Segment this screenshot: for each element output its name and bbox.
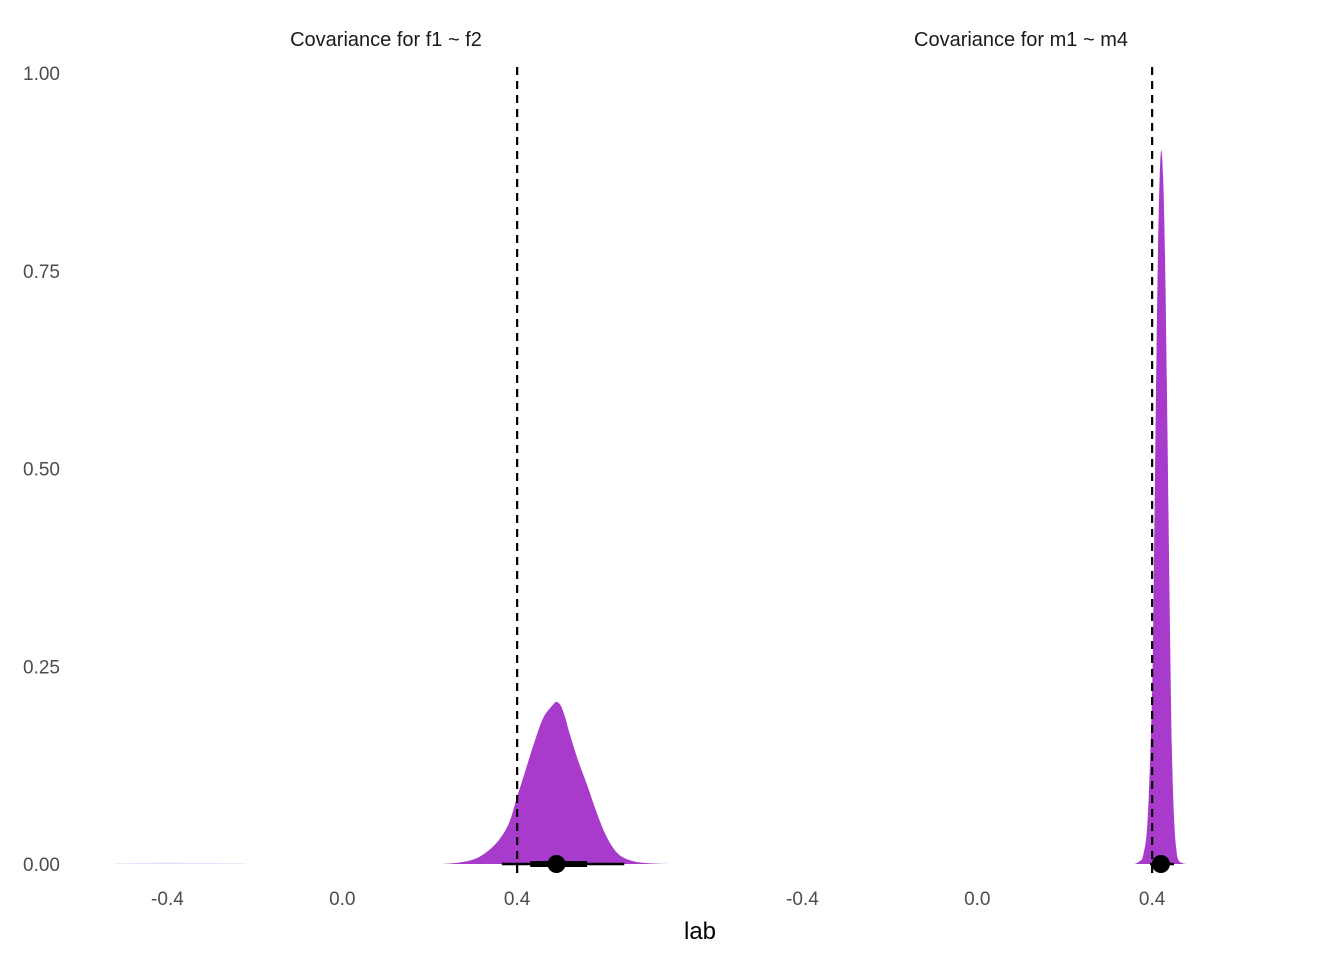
panel-title: Covariance for f1 ~ f2: [290, 29, 482, 51]
y-axis: 0.00 0.25 0.50 0.75 1.00: [23, 64, 60, 876]
density-area: [1134, 150, 1188, 864]
facet-panel: Covariance for f1 ~ f2 -0.4 0.0 0.4: [114, 29, 684, 910]
x-tick-label: 0.4: [1139, 889, 1166, 910]
x-tick-label: 0.0: [329, 889, 355, 910]
faint-density-area: [114, 862, 247, 864]
point-estimate: [547, 855, 566, 873]
x-tick-label: -0.4: [151, 889, 184, 910]
y-tick-label: 0.75: [23, 262, 60, 283]
y-tick-label: 1.00: [23, 64, 60, 85]
facet-panel: Covariance for m1 ~ m4 -0.4 0.0 0.4: [786, 29, 1188, 910]
point-estimate: [1151, 855, 1170, 873]
x-axis-title: lab: [684, 918, 716, 945]
y-tick-label: 0.50: [23, 460, 60, 481]
x-tick-label: 0.0: [964, 889, 990, 910]
density-area: [442, 701, 684, 864]
y-tick-label: 0.00: [23, 855, 60, 876]
x-tick-label: 0.4: [504, 889, 531, 910]
x-tick-label: -0.4: [786, 889, 819, 910]
panel-title: Covariance for m1 ~ m4: [914, 29, 1128, 51]
y-tick-label: 0.25: [23, 657, 60, 678]
facet-panels: Covariance for f1 ~ f2-0.4 0.0 0.4Covarian…: [114, 29, 1188, 910]
